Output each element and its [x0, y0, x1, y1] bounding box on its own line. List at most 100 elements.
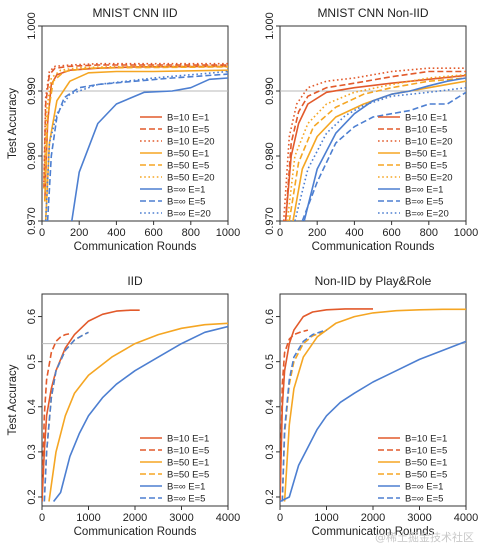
- x-tick-label: 400: [107, 227, 125, 239]
- series-line: [71, 77, 228, 221]
- x-tick-label: 1000: [76, 512, 100, 524]
- y-tick-label: 1.000: [264, 12, 276, 40]
- x-axis-label: Communication Rounds: [74, 241, 197, 253]
- legend-label: B=10 E=5: [405, 446, 447, 457]
- legend-label: B=50 E=5: [167, 470, 209, 481]
- x-tick-label: 4000: [454, 512, 478, 524]
- legend-label: B=10 E=1: [405, 113, 447, 124]
- x-tick-label: 800: [182, 227, 200, 239]
- series-group: [280, 308, 466, 503]
- legend-label: B=∞ E=5: [167, 197, 205, 208]
- legend-label: B=50 E=5: [405, 161, 447, 172]
- legend-label: B=50 E=20: [167, 173, 215, 184]
- x-axis-label: Communication Rounds: [312, 241, 435, 253]
- legend-label: B=50 E=1: [405, 458, 447, 469]
- legend-label: B=∞ E=5: [167, 494, 205, 505]
- x-tick-label: 0: [39, 227, 45, 239]
- legend-label: B=10 E=5: [167, 446, 209, 457]
- y-axis-label: Test Accuracy: [7, 364, 19, 435]
- series-line: [284, 70, 466, 221]
- legend: B=10 E=1B=10 E=5B=10 E=20B=50 E=1B=50 E=…: [140, 113, 215, 220]
- legend-label: B=10 E=1: [167, 113, 209, 124]
- series-line: [282, 67, 466, 221]
- legend: B=10 E=1B=10 E=5B=50 E=1B=50 E=5B=∞ E=1B…: [378, 434, 447, 505]
- legend-label: B=∞ E=20: [405, 209, 449, 220]
- series-group: [43, 62, 228, 221]
- legend-label: B=10 E=5: [405, 125, 447, 136]
- x-tick-label: 2000: [123, 512, 147, 524]
- y-tick-label: 0.2: [264, 489, 276, 504]
- chart-panel-4: Non-IID by Play&Role 0 1000 2000 3000 4000 Com…: [264, 274, 478, 538]
- y-tick-label: 0.2: [26, 489, 38, 504]
- y-tick-label: 0.3: [26, 444, 38, 459]
- y-tick-label: 0.970: [26, 207, 38, 235]
- legend-label: B=10 E=5: [167, 125, 209, 136]
- chart-panel-1: MNIST CNN IID 0 200 400 600 800 1000 Communicat…: [7, 6, 240, 253]
- series-line: [43, 64, 228, 189]
- y-tick-label: 0.970: [264, 207, 276, 235]
- series-line: [288, 77, 466, 221]
- y-tick-label: 0.5: [26, 354, 38, 369]
- x-tick-label: 1000: [454, 227, 478, 239]
- x-tick-label: 200: [70, 227, 88, 239]
- chart-title: Non-IID by Play&Role: [315, 274, 432, 288]
- series-line: [42, 332, 71, 502]
- x-tick-label: 1000: [314, 512, 338, 524]
- chart-title: MNIST CNN IID: [92, 6, 177, 20]
- y-tick-label: 0.6: [26, 309, 38, 324]
- y-tick-label: 0.3: [264, 444, 276, 459]
- legend-label: B=50 E=1: [405, 149, 447, 160]
- series-line: [48, 322, 228, 502]
- legend-label: B=∞ E=1: [167, 482, 205, 493]
- legend: B=10 E=1B=10 E=5B=50 E=1B=50 E=5B=∞ E=1B…: [140, 434, 209, 505]
- legend-label: B=∞ E=1: [405, 185, 443, 196]
- x-tick-label: 0: [277, 512, 283, 524]
- y-tick-label: 0.4: [26, 399, 38, 414]
- chart-panel-2: MNIST CNN Non-IID 0 200 400 600 800 1000 Commun…: [264, 6, 478, 253]
- y-tick-label: 0.980: [26, 142, 38, 170]
- series-line: [303, 77, 466, 221]
- series-line: [301, 91, 466, 221]
- x-tick-label: 600: [144, 227, 162, 239]
- series-line: [42, 309, 140, 502]
- series-line: [280, 308, 373, 502]
- x-tick-label: 200: [308, 227, 326, 239]
- series-line: [43, 331, 89, 502]
- y-tick-label: 0.6: [264, 309, 276, 324]
- x-tick-label: 800: [420, 227, 438, 239]
- legend: B=10 E=1B=10 E=5B=10 E=20B=50 E=1B=50 E=…: [378, 113, 453, 220]
- legend-label: B=∞ E=5: [405, 197, 443, 208]
- y-tick-label: 0.5: [264, 354, 276, 369]
- legend-label: B=10 E=1: [405, 434, 447, 445]
- legend-label: B=50 E=1: [167, 149, 209, 160]
- legend-label: B=50 E=5: [405, 470, 447, 481]
- x-tick-label: 600: [382, 227, 400, 239]
- legend-label: B=∞ E=1: [405, 482, 443, 493]
- x-tick-label: 4000: [216, 512, 240, 524]
- legend-label: B=50 E=5: [167, 161, 209, 172]
- chart-panel-3: IID 0 1000 2000 3000 4000 Communication Rounds…: [7, 274, 240, 538]
- y-tick-label: 0.980: [264, 142, 276, 170]
- series-line: [294, 86, 466, 221]
- y-tick-label: 1.000: [26, 12, 38, 40]
- series-line: [280, 329, 309, 502]
- x-tick-label: 2000: [361, 512, 385, 524]
- series-line: [283, 308, 466, 502]
- series-line: [52, 325, 228, 502]
- legend-label: B=10 E=1: [167, 434, 209, 445]
- legend-label: B=∞ E=20: [167, 209, 211, 220]
- series-line: [43, 65, 228, 189]
- y-tick-label: 0.990: [264, 77, 276, 105]
- series-line: [284, 74, 466, 221]
- x-tick-label: 3000: [407, 512, 431, 524]
- chart-title: MNIST CNN Non-IID: [317, 6, 428, 20]
- legend-label: B=10 E=20: [167, 137, 215, 148]
- x-tick-label: 0: [277, 227, 283, 239]
- series-line: [280, 340, 466, 503]
- legend-label: B=50 E=20: [405, 173, 453, 184]
- series-line: [281, 329, 327, 502]
- x-tick-label: 0: [39, 512, 45, 524]
- legend-label: B=10 E=20: [405, 137, 453, 148]
